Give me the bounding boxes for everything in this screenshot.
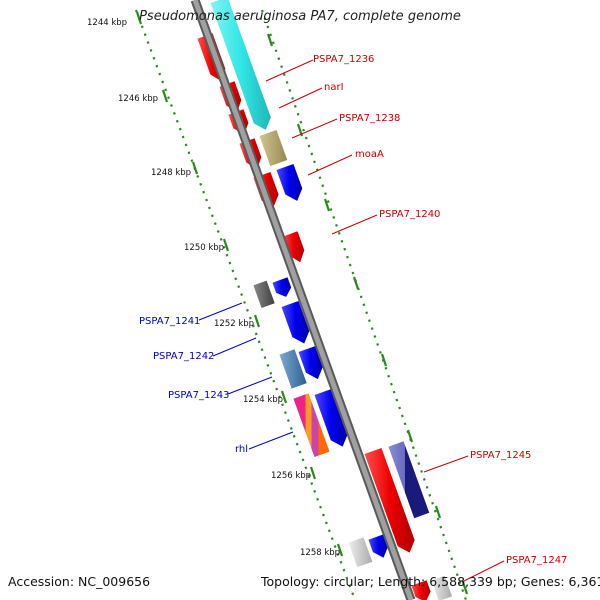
kbp-label-1250: 1250 kbp <box>184 243 224 253</box>
gene-label-moaa[interactable]: moaA <box>355 149 384 160</box>
right-tick-2 <box>323 198 331 212</box>
gene-labels-left: PSPA7_1241 PSPA7_1242 PSPA7_1243 rhl <box>139 316 248 455</box>
kbp-label-1258: 1258 kbp <box>300 548 340 558</box>
gene-label-pspa7-1236[interactable]: PSPA7_1236 <box>313 54 374 65</box>
gene-red-1240 <box>282 231 305 263</box>
callout-pspa7-1243 <box>227 376 273 395</box>
callout-pspa7-1247 <box>461 560 505 583</box>
gene-label-pspa7-1242[interactable]: PSPA7_1242 <box>153 351 214 362</box>
kbp-label-1248: 1248 kbp <box>151 168 191 178</box>
kbp-tick-6 <box>309 466 317 480</box>
gene-grey-1241 <box>253 280 275 308</box>
callout-rhl <box>248 431 294 450</box>
right-tick-4 <box>380 353 388 367</box>
callout-nari <box>278 87 323 109</box>
gene-blue-moaa-neighbor <box>276 163 303 201</box>
gene-label-pspa7-1245[interactable]: PSPA7_1245 <box>470 450 531 461</box>
callout-pspa7-1236 <box>265 59 314 82</box>
gene-label-pspa7-1243[interactable]: PSPA7_1243 <box>168 390 229 401</box>
genome-backbone <box>190 0 416 600</box>
genome-summary-text: Topology: circular; Length: 6,588,339 bp… <box>261 574 600 589</box>
gene-light-1247 <box>431 575 453 600</box>
gene-light-1246 <box>348 537 373 568</box>
kbp-tick-7 <box>336 543 344 557</box>
genome-title: Pseudomonas aeruginosa PA7, complete gen… <box>139 9 461 24</box>
callout-pspa7-1240 <box>331 214 378 235</box>
gene-label-pspa7-1238[interactable]: PSPA7_1238 <box>339 113 400 124</box>
kbp-label-1256: 1256 kbp <box>271 471 311 481</box>
kbp-tick-3 <box>222 238 230 252</box>
callout-pspa7-1241 <box>198 302 243 321</box>
right-tick-6 <box>434 505 442 519</box>
gene-label-pspa7-1241[interactable]: PSPA7_1241 <box>139 316 200 327</box>
right-tick-3 <box>352 276 360 290</box>
gene-blue-rhl <box>314 388 348 447</box>
callout-pspa7-1238 <box>291 118 338 139</box>
gene-blue-1241b <box>272 277 292 297</box>
right-tick-7 <box>461 581 469 595</box>
gene-label-rhl[interactable]: rhl <box>235 444 248 455</box>
gene-labels-right: PSPA7_1236 narI PSPA7_1238 moaA PSPA7_12… <box>313 54 567 566</box>
gene-stripe-rhl <box>293 393 330 458</box>
gene-label-pspa7-1247[interactable]: PSPA7_1247 <box>506 555 567 566</box>
right-tick-0 <box>266 33 274 47</box>
gene-red-1247 <box>411 580 431 600</box>
dotted-guide-tracks <box>134 9 468 600</box>
gene-steel-1242 <box>279 349 307 389</box>
gene-blue-1242 <box>281 300 310 344</box>
gene-callout-lines <box>198 59 505 583</box>
kbp-tick-1 <box>161 89 169 103</box>
kbp-label-1254: 1254 kbp <box>243 395 283 405</box>
gene-navy-1245b <box>388 441 430 519</box>
kbp-label-1252: 1252 kbp <box>214 319 254 329</box>
kbp-label-1244: 1244 kbp <box>87 18 127 28</box>
kbp-tick-2 <box>191 161 199 175</box>
gene-blue-1246 <box>368 534 388 558</box>
gene-khaki <box>259 129 288 167</box>
kbp-tick-5 <box>280 390 288 404</box>
callout-moaa <box>307 154 353 176</box>
right-tick-5 <box>406 429 414 443</box>
gene-cyan-band <box>210 0 271 130</box>
callout-pspa7-1242 <box>212 337 257 357</box>
gene-red-1245 <box>364 447 415 553</box>
kbp-label-1246: 1246 kbp <box>118 94 158 104</box>
kbp-axis-labels: 1244 kbp 1246 kbp 1248 kbp 1250 kbp 1252… <box>87 18 340 558</box>
gene-blue-1243 <box>298 345 323 380</box>
right-dotted-track <box>260 9 468 600</box>
gene-label-pspa7-1240[interactable]: PSPA7_1240 <box>379 209 440 220</box>
accession-text: Accession: NC_009656 <box>8 574 151 589</box>
callout-pspa7-1245 <box>423 455 469 473</box>
gene-label-nari[interactable]: narI <box>324 82 344 93</box>
kbp-tick-4 <box>253 314 261 328</box>
kbp-tick-0 <box>135 11 143 25</box>
